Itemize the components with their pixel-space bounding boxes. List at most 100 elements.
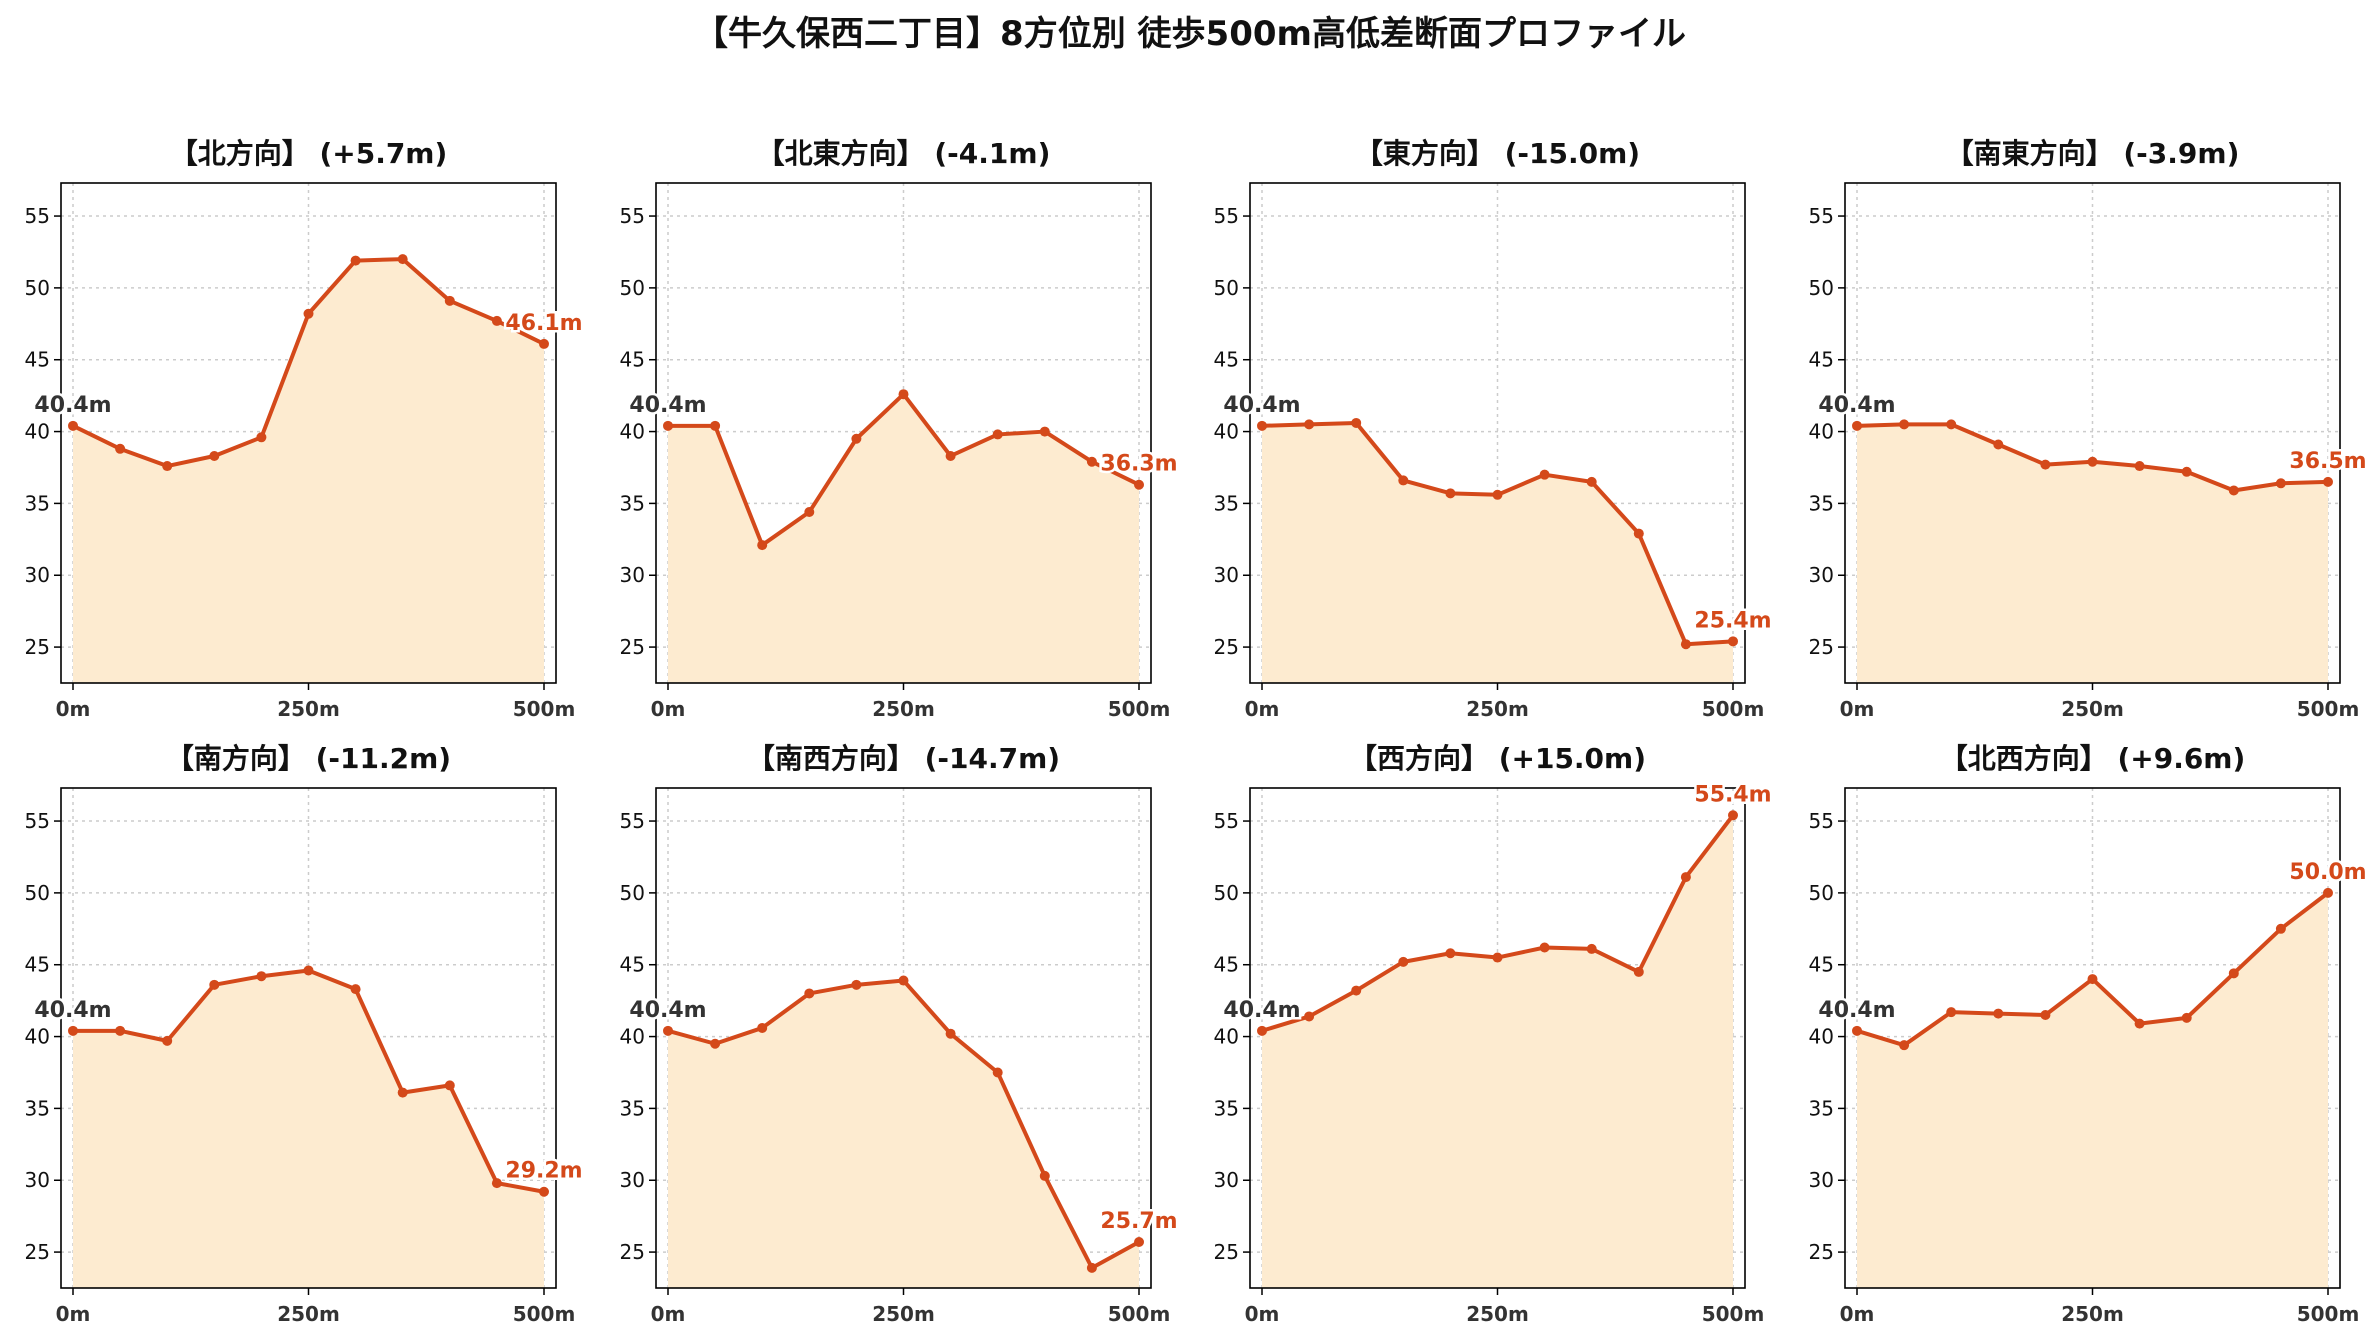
- y-tick-label: 45: [620, 953, 645, 977]
- data-point: [1257, 1025, 1267, 1036]
- x-tick-label: 250m: [2061, 1302, 2124, 1326]
- y-tick-label: 45: [1214, 953, 1239, 977]
- x-tick-label: 250m: [1466, 1302, 1529, 1326]
- data-point: [1086, 1262, 1097, 1273]
- end-elevation-label: 55.4m: [1694, 782, 1771, 807]
- data-point: [945, 450, 956, 461]
- data-point: [945, 1028, 956, 1039]
- start-elevation-label: 40.4m: [629, 998, 706, 1023]
- start-elevation-label: 40.4m: [34, 393, 111, 418]
- y-tick-label: 40: [620, 1025, 645, 1049]
- end-elevation-label: 46.1m: [505, 311, 582, 336]
- x-tick-label: 500m: [513, 1302, 576, 1326]
- elevation-area: [1857, 424, 2328, 683]
- y-tick-label: 30: [1809, 563, 1834, 587]
- data-point: [1728, 810, 1738, 821]
- data-point: [2181, 1012, 2192, 1023]
- elevation-area: [1857, 892, 2328, 1288]
- y-tick-label: 40: [1809, 420, 1834, 444]
- data-point: [397, 254, 408, 265]
- x-tick-label: 0m: [651, 697, 686, 721]
- x-tick-label: 500m: [2297, 1302, 2360, 1326]
- y-tick-label: 50: [1214, 276, 1239, 300]
- data-point: [2228, 485, 2239, 496]
- data-point: [2087, 456, 2098, 467]
- panel-1: 【北東方向】 (-4.1m) 25 30 35 40 45 50 55 0m 250m 500m 40…: [620, 137, 1181, 721]
- y-tick-label: 35: [1214, 491, 1239, 515]
- panel-4: 【南方向】 (-11.2m) 25 30 35 40 45 50 55 0m 250m 500m 40…: [25, 742, 586, 1326]
- y-tick-label: 25: [620, 635, 645, 659]
- y-tick-label: 50: [25, 881, 50, 905]
- end-elevation-label: 25.4m: [1694, 608, 1771, 633]
- x-tick-label: 250m: [277, 1302, 340, 1326]
- data-point: [1492, 952, 1503, 963]
- panel-3: 【南東方向】 (-3.9m) 25 30 35 40 45 50 55 0m 250m 500m 40…: [1809, 137, 2370, 721]
- data-point: [1039, 426, 1050, 437]
- y-tick-label: 35: [620, 491, 645, 515]
- y-tick-label: 35: [620, 1096, 645, 1120]
- elevation-area: [668, 394, 1139, 683]
- data-point: [1539, 942, 1550, 953]
- y-tick-label: 50: [620, 276, 645, 300]
- data-point: [757, 540, 768, 551]
- data-point: [1398, 475, 1409, 486]
- x-tick-label: 0m: [1840, 1302, 1875, 1326]
- data-point: [1680, 872, 1691, 883]
- data-point: [162, 461, 173, 472]
- y-tick-label: 30: [620, 1168, 645, 1192]
- y-tick-label: 30: [1214, 563, 1239, 587]
- panel-0: 【北方向】 (+5.7m) 25 30 35 40 45 50 55 0m 250m 500m 40.…: [25, 137, 586, 721]
- y-tick-label: 30: [25, 1168, 50, 1192]
- y-tick-label: 55: [1809, 809, 1834, 833]
- panel-6: 【西方向】 (+15.0m) 25 30 35 40 45 50 55 0m 250m 500m 40…: [1214, 742, 1775, 1326]
- data-point: [1134, 1237, 1144, 1248]
- data-point: [2181, 466, 2192, 477]
- start-elevation-label: 40.4m: [34, 998, 111, 1023]
- data-point: [1351, 417, 1362, 428]
- start-elevation-label: 40.4m: [1818, 998, 1895, 1023]
- data-point: [1086, 456, 1097, 467]
- y-tick-label: 45: [1809, 953, 1834, 977]
- start-elevation-label: 40.4m: [629, 393, 706, 418]
- panel-title: 【北西方向】 (+9.6m): [1940, 742, 2246, 775]
- data-point: [1445, 948, 1456, 959]
- y-tick-label: 40: [1809, 1025, 1834, 1049]
- y-tick-label: 40: [25, 420, 50, 444]
- data-point: [350, 984, 361, 995]
- data-point: [115, 1025, 126, 1036]
- y-tick-label: 55: [1809, 204, 1834, 228]
- data-point: [2323, 887, 2333, 898]
- y-tick-label: 40: [620, 420, 645, 444]
- data-point: [2275, 478, 2286, 489]
- end-elevation-label: 36.5m: [2289, 449, 2366, 474]
- y-tick-label: 25: [25, 635, 50, 659]
- y-tick-label: 50: [1214, 881, 1239, 905]
- data-point: [2040, 459, 2051, 470]
- y-tick-label: 40: [1214, 420, 1239, 444]
- x-tick-label: 0m: [1245, 1302, 1280, 1326]
- data-point: [397, 1087, 408, 1098]
- start-elevation-label: 40.4m: [1223, 998, 1300, 1023]
- y-tick-label: 25: [1809, 1240, 1834, 1264]
- data-point: [804, 988, 815, 999]
- data-point: [1728, 636, 1738, 647]
- y-tick-label: 45: [25, 953, 50, 977]
- y-tick-label: 35: [25, 491, 50, 515]
- data-point: [539, 338, 549, 349]
- y-tick-label: 45: [1809, 348, 1834, 372]
- panel-7: 【北西方向】 (+9.6m) 25 30 35 40 45 50 55 0m 250m 500m 40…: [1809, 742, 2370, 1326]
- data-point: [992, 429, 1003, 440]
- data-point: [663, 420, 673, 431]
- y-tick-label: 30: [620, 563, 645, 587]
- data-point: [303, 965, 314, 976]
- y-tick-label: 50: [620, 881, 645, 905]
- y-tick-label: 45: [620, 348, 645, 372]
- data-point: [1586, 476, 1597, 487]
- x-tick-label: 250m: [1466, 697, 1529, 721]
- panel-5: 【南西方向】 (-14.7m) 25 30 35 40 45 50 55 0m 250m 500m 4…: [620, 742, 1181, 1326]
- x-tick-label: 500m: [513, 697, 576, 721]
- y-tick-label: 55: [1214, 204, 1239, 228]
- y-tick-label: 55: [620, 809, 645, 833]
- data-point: [1633, 966, 1644, 977]
- x-tick-label: 0m: [56, 1302, 91, 1326]
